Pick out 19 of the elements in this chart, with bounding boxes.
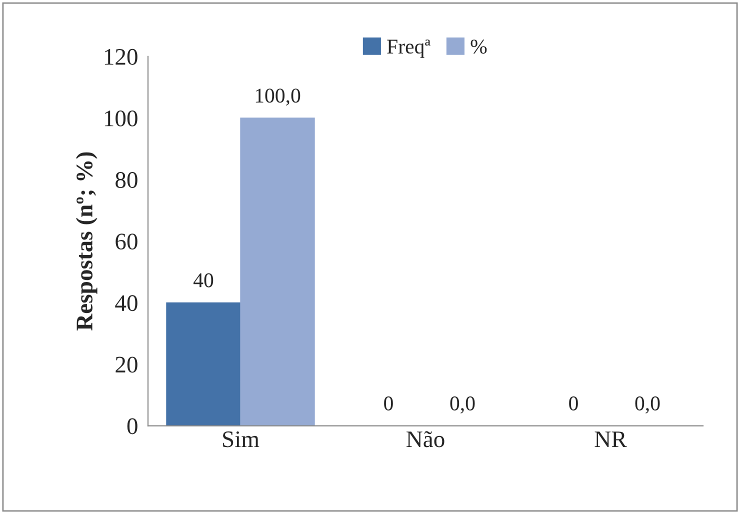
x-tick-label: Sim [223,431,260,448]
data-label: 0 [384,396,393,410]
y-tick-label: 40 [115,295,138,312]
legend-label: % [470,40,487,54]
y-tick-label: 20 [116,356,138,373]
legend-label: Freqª [387,40,430,58]
data-label: 100,0 [256,88,300,106]
y-tick-label: 0 [127,418,138,434]
data-label: 0,0 [450,396,475,414]
x-tick-label: Não [406,431,444,448]
y-tick-label: 100 [104,110,138,126]
y-tick-label: 60 [116,234,138,250]
x-tick-label: NR [594,432,627,448]
y-axis-title: Respostas (nº; %) [76,152,98,331]
y-tick-label: 80 [116,172,138,188]
y-tick-label: 120 [104,48,138,65]
data-label: 0,0 [635,396,660,414]
data-label: 40 [193,273,214,288]
data-label: 0 [569,396,578,410]
